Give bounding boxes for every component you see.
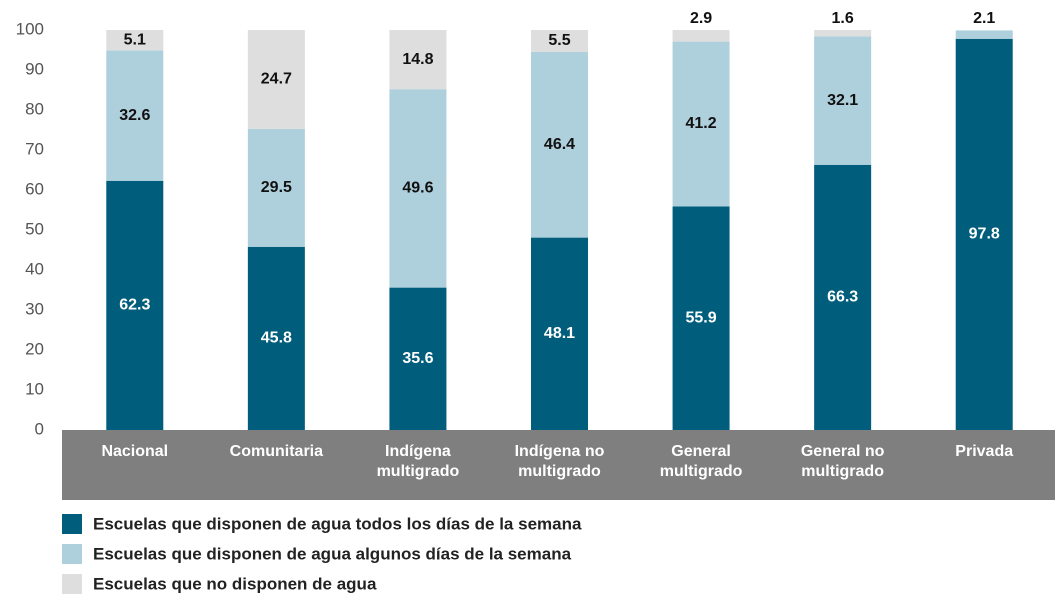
- x-tick-label: General no multigrado: [800, 443, 885, 480]
- y-tick-label: 40: [25, 259, 44, 278]
- bar-segment: [106, 50, 164, 181]
- bar-segment: [672, 30, 730, 42]
- bar-segment: [531, 52, 588, 238]
- data-label: 55.9: [686, 309, 717, 326]
- data-label: 32.6: [119, 107, 150, 124]
- data-label: 1.6: [832, 10, 854, 27]
- data-label: 48.1: [544, 325, 575, 342]
- y-tick-label: 50: [25, 219, 44, 238]
- x-tick-label: Indígena multigrado: [376, 443, 460, 480]
- bar-segment: [531, 30, 588, 52]
- y-tick-label: 60: [25, 179, 44, 198]
- y-tick-label: 80: [25, 99, 44, 118]
- data-label: 2.1: [973, 10, 995, 27]
- data-label: 35.6: [402, 350, 433, 367]
- bar-segment: [247, 128, 305, 247]
- data-label: 29.5: [261, 179, 292, 196]
- y-tick-label: 70: [25, 139, 44, 158]
- bar-segment: [247, 246, 305, 430]
- bar-segment: [814, 36, 872, 165]
- category-band: [62, 430, 1055, 500]
- bar-segment: [389, 89, 447, 288]
- y-tick-label: 0: [35, 419, 44, 438]
- bar-segment: [106, 30, 164, 51]
- data-label: 32.1: [827, 92, 858, 109]
- bar-segment: [672, 41, 730, 207]
- bar-segment: [106, 180, 164, 430]
- x-tick-label: Privada: [955, 443, 1014, 460]
- data-label: 5.1: [124, 31, 146, 48]
- legend-label: Escuelas que disponen de agua algunos dí…: [93, 544, 572, 563]
- data-label: 46.4: [544, 136, 575, 153]
- x-tick-label: Comunitaria: [229, 443, 324, 460]
- legend-label: Escuelas que no disponen de agua: [93, 574, 377, 593]
- y-tick-label: 100: [16, 19, 44, 38]
- x-tick-label: Indígena no multigrado: [514, 443, 605, 480]
- bar-segment: [814, 164, 872, 431]
- bar-segment: [814, 30, 872, 37]
- legend-swatch: [62, 574, 82, 594]
- data-label: 14.8: [402, 51, 433, 68]
- legend-label: Escuelas que disponen de agua todos los …: [93, 514, 582, 533]
- data-label: 2.9: [690, 10, 712, 27]
- x-tick-label: General multigrado: [659, 443, 743, 480]
- data-label: 5.5: [548, 32, 570, 49]
- bar-segment: [531, 237, 588, 430]
- data-label: 49.6: [402, 180, 433, 197]
- data-label: 45.8: [261, 330, 292, 347]
- bar-segment: [955, 38, 1013, 431]
- legend-swatch: [62, 544, 82, 564]
- data-label: 41.2: [686, 115, 717, 132]
- y-tick-label: 20: [25, 339, 44, 358]
- bar-segment: [955, 30, 1013, 39]
- bar-segment: [672, 206, 730, 430]
- bar-segment: [389, 287, 447, 430]
- y-tick-label: 30: [25, 299, 44, 318]
- data-label: 66.3: [827, 289, 858, 306]
- data-label: 24.7: [261, 71, 292, 88]
- y-tick-label: 90: [25, 59, 44, 78]
- x-tick-label: Nacional: [101, 443, 169, 460]
- y-tick-label: 10: [25, 379, 44, 398]
- bar-segment: [247, 30, 305, 129]
- bar-segment: [389, 30, 447, 90]
- legend-swatch: [62, 514, 82, 534]
- data-label: 62.3: [119, 297, 150, 314]
- data-label: 97.8: [969, 226, 1000, 243]
